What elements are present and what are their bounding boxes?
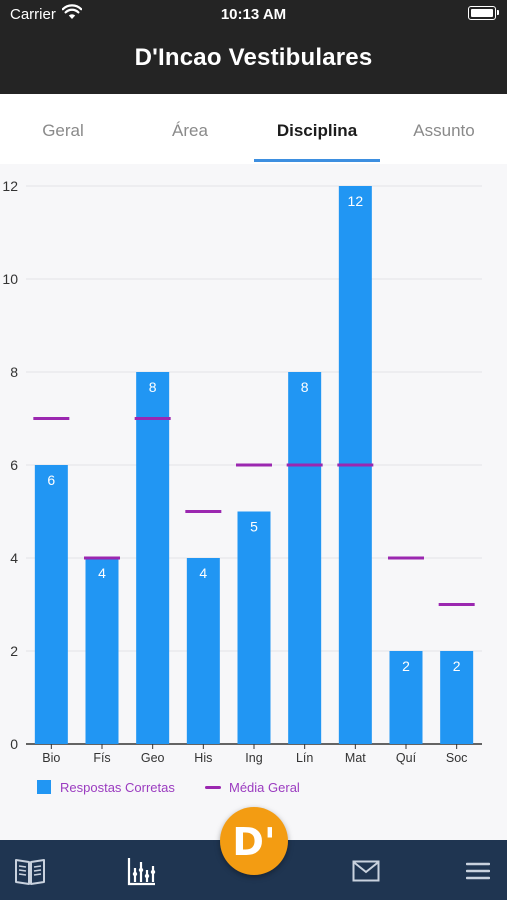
y-tick-label: 12 (2, 178, 18, 194)
bar-value-label: 2 (402, 658, 410, 674)
bar-value-label: 12 (348, 193, 364, 209)
tab-label: Geral (42, 121, 84, 140)
bar-value-label: 5 (250, 519, 258, 535)
x-tick-label: Fís (93, 751, 110, 765)
bar-value-label: 6 (47, 472, 55, 488)
carrier-label: Carrier (10, 6, 56, 23)
x-tick-label: His (194, 751, 212, 765)
bar-ing (237, 511, 271, 744)
y-tick-label: 10 (2, 271, 18, 287)
tab-geral[interactable]: Geral (0, 94, 126, 164)
bar-value-label: 2 (453, 658, 461, 674)
bar-his (186, 558, 220, 744)
tab-disciplina[interactable]: Disciplina (254, 94, 380, 164)
x-tick-label: Bio (42, 751, 60, 765)
y-tick-label: 4 (10, 550, 18, 566)
chart-legend: Respostas Corretas Média Geral (0, 776, 507, 798)
tab-label: Assunto (413, 121, 475, 140)
battery-icon (468, 6, 499, 20)
chart-icon[interactable] (127, 856, 157, 886)
bar-fís (85, 558, 119, 744)
top-bar: Carrier 10:13 AM D'Incao Vestibulares (0, 0, 507, 94)
legend-swatch-media (205, 786, 221, 789)
center-logo-button[interactable]: D' (220, 807, 288, 875)
menu-icon[interactable] (466, 862, 490, 880)
tab-assunto[interactable]: Assunto (381, 94, 507, 164)
x-tick-label: Soc (446, 751, 468, 765)
bar-value-label: 4 (199, 565, 207, 581)
bar-value-label: 8 (301, 379, 309, 395)
bar-geo (136, 372, 170, 744)
x-tick-label: Ing (245, 751, 262, 765)
bar-lín (288, 372, 322, 744)
app-title: D'Incao Vestibulares (134, 44, 373, 71)
bar-soc (440, 651, 474, 744)
tab-bar: Geral Área Disciplina Assunto (0, 94, 507, 164)
legend-swatch-respostas (37, 780, 51, 794)
bar-quí (389, 651, 423, 744)
tab-label: Área (172, 121, 208, 140)
x-tick-label: Mat (345, 751, 366, 765)
y-tick-label: 0 (10, 736, 18, 752)
bar-bio (34, 465, 68, 744)
y-tick-label: 2 (10, 643, 18, 659)
bar-value-label: 8 (149, 379, 157, 395)
status-time: 10:13 AM (220, 6, 287, 23)
legend-label-media: Média Geral (229, 780, 300, 795)
wifi-icon (62, 4, 82, 19)
bar-chart: 0 2 4 6 8 10 12 6 Bio 4 Fís 8 Geo 4 His 5 Ing 8 Lín 12 Mat 2 Q… (2, 178, 482, 765)
y-tick-label: 6 (10, 457, 18, 473)
tab-active-indicator (254, 159, 380, 162)
legend-label-respostas: Respostas Corretas (60, 780, 175, 795)
y-tick-label: 8 (10, 364, 18, 380)
bar-value-label: 4 (98, 565, 106, 581)
mail-icon[interactable] (352, 860, 380, 882)
fab-logo-text: D' (232, 820, 276, 864)
x-tick-label: Lín (296, 751, 313, 765)
tab-area[interactable]: Área (127, 94, 253, 164)
x-tick-label: Geo (141, 751, 165, 765)
tab-label: Disciplina (276, 121, 358, 140)
x-tick-label: Quí (396, 751, 417, 765)
status-bar: Carrier 10:13 AM (0, 0, 507, 28)
book-icon[interactable] (14, 856, 46, 886)
